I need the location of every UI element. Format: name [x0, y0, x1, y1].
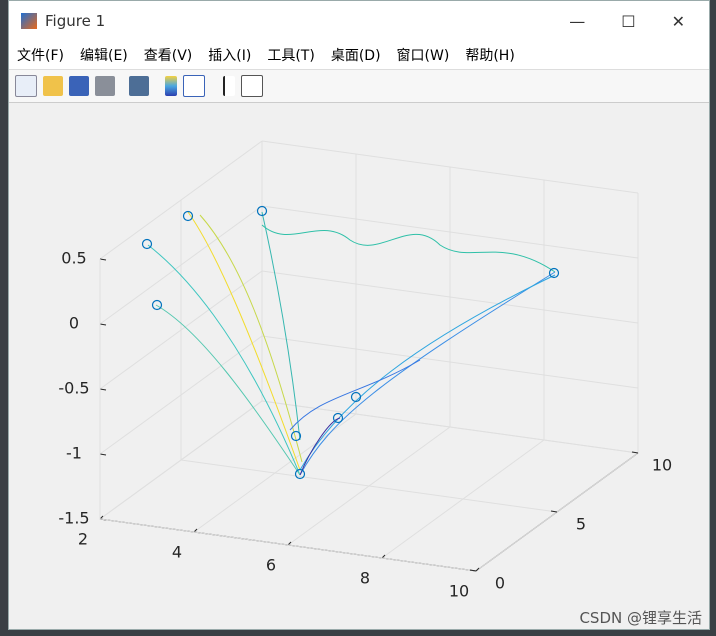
grid-line — [261, 400, 639, 454]
toolbar — [9, 70, 709, 103]
menu-item[interactable]: 工具(T) — [267, 48, 315, 64]
new-button[interactable] — [15, 75, 37, 97]
mesh-surface — [147, 211, 556, 476]
menu-item[interactable]: 窗口(W) — [396, 48, 450, 64]
tick-mark — [99, 388, 107, 391]
markers — [141, 205, 560, 480]
close-button[interactable]: ✕ — [671, 11, 685, 31]
grid-line — [99, 518, 477, 572]
tick-mark — [99, 323, 107, 326]
tick-mark — [287, 541, 292, 546]
menu-item[interactable]: 文件(F) — [17, 48, 64, 64]
y-tick-label: 0 — [495, 574, 505, 593]
menu-bar: 文件(F) 编辑(E) 查看(V) 插入(I) 工具(T) 桌面(D) 窗口(W) 帮助(H) — [9, 41, 709, 70]
print-button[interactable] — [95, 76, 115, 96]
window-title: Figure 1 — [45, 12, 106, 30]
menu-item[interactable]: 插入(I) — [208, 48, 252, 64]
watermark: CSDN @锂享生活 — [579, 609, 702, 627]
tick-mark — [99, 453, 107, 456]
colorbar-button[interactable] — [165, 76, 177, 96]
browser-button[interactable] — [241, 75, 263, 97]
x-tick-label: 8 — [360, 569, 370, 588]
menu-item[interactable]: 桌面(D) — [330, 48, 381, 64]
y-tick-label: 10 — [652, 456, 672, 475]
grid-line — [180, 459, 558, 513]
open-button[interactable] — [43, 76, 63, 96]
link-button[interactable] — [129, 76, 149, 96]
save-button[interactable] — [69, 76, 89, 96]
tick-mark — [381, 554, 386, 559]
tick-mark — [193, 528, 198, 533]
z-tick-label: -1.5 — [58, 509, 89, 528]
menu-item[interactable]: 帮助(H) — [465, 48, 515, 64]
title-bar: Figure 1 — ☐ ✕ — [9, 1, 709, 41]
app-icon — [21, 13, 37, 29]
tick-mark — [631, 451, 639, 454]
z-tick-label: 0.5 — [61, 249, 86, 268]
maximize-button[interactable]: ☐ — [621, 11, 636, 31]
menu-item[interactable]: 查看(V) — [143, 48, 193, 64]
z-tick-label: -0.5 — [58, 379, 89, 398]
figure-window: Figure 1 — ☐ ✕ 文件(F) 编辑(E) 查看(V) 插入(I) 工具(T) 桌面… — [8, 0, 710, 630]
minimize-button[interactable]: — — [569, 11, 586, 31]
tick-mark — [550, 510, 558, 513]
z-tick-label: 0 — [69, 314, 79, 333]
x-tick-label: 6 — [266, 556, 276, 575]
z-tick-label: -1 — [66, 444, 82, 463]
legend-button[interactable] — [183, 75, 205, 97]
x-tick-label: 2 — [78, 530, 88, 549]
menu-item[interactable]: 编辑(E) — [79, 48, 128, 64]
tick-mark — [469, 569, 477, 572]
tick-mark — [475, 567, 480, 572]
tick-mark — [99, 258, 107, 261]
x-tick-label: 4 — [172, 543, 182, 562]
y-tick-label: 5 — [576, 515, 586, 534]
pointer-button[interactable] — [223, 76, 235, 96]
x-tick-label: 10 — [449, 582, 469, 601]
